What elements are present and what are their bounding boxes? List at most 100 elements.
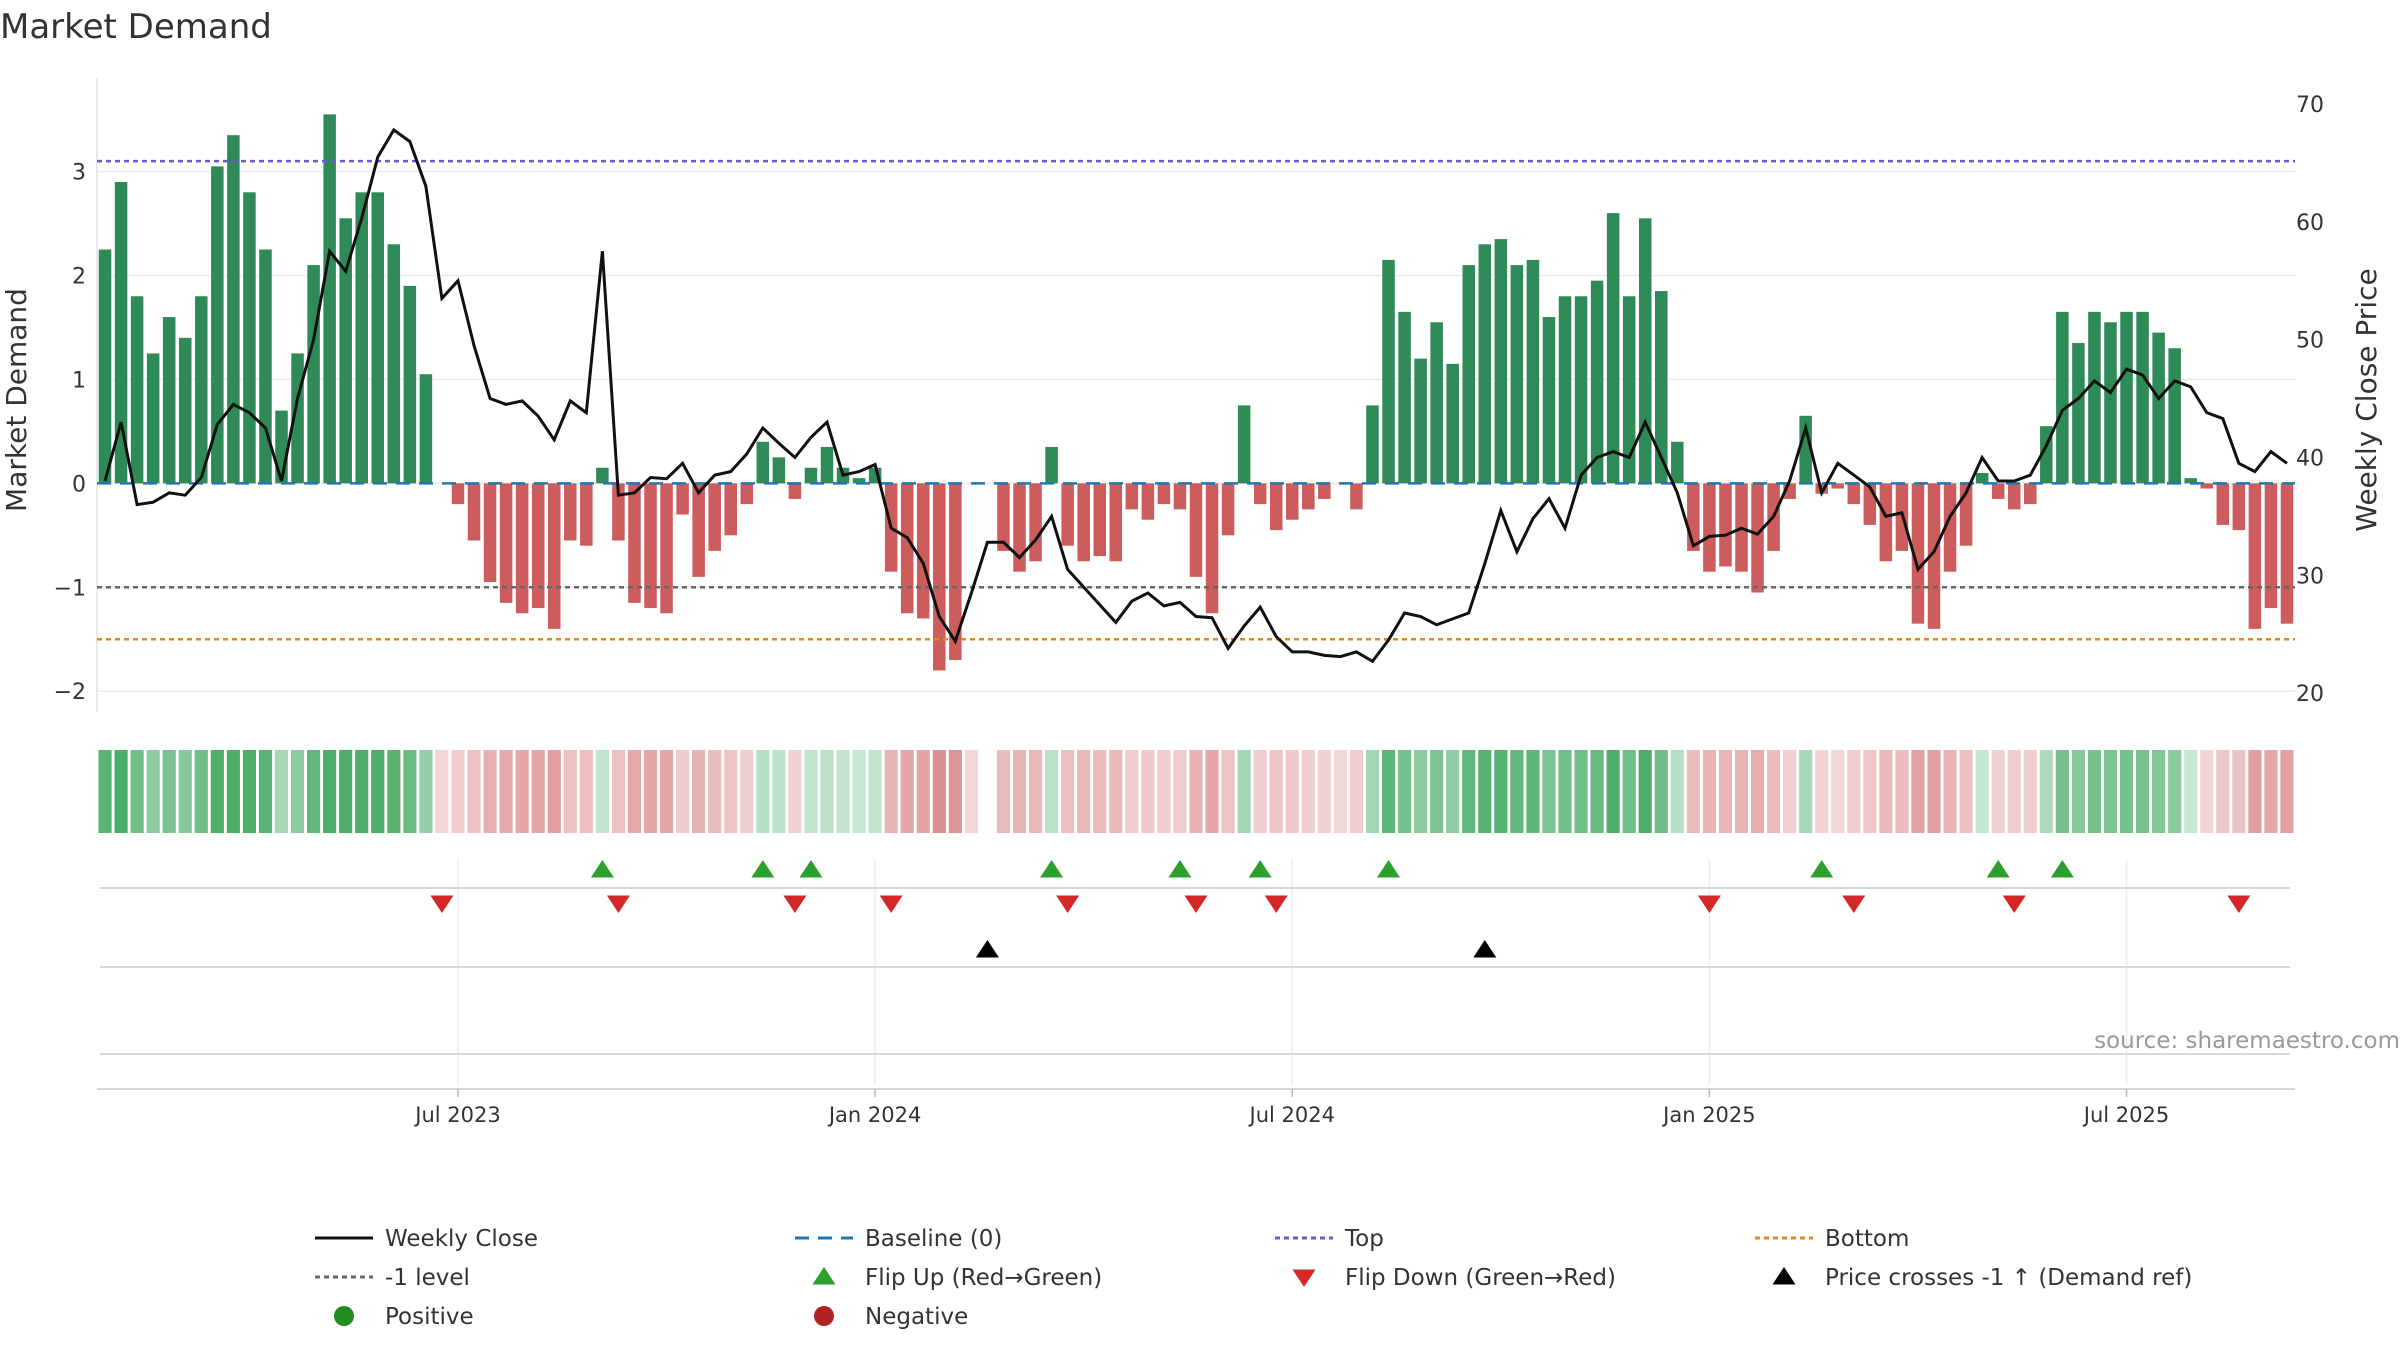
strip-cell: [852, 750, 866, 833]
negative-bar: [1927, 483, 1941, 629]
flip-down-marker: [1184, 895, 1208, 913]
negative-bar: [1125, 483, 1139, 510]
y-axis-right-label: Weekly Close Price: [2350, 268, 2383, 531]
strip-cell: [611, 750, 626, 833]
strip-cell: [772, 750, 786, 833]
strip-cell: [1462, 750, 1476, 833]
negative-bar: [628, 483, 641, 603]
positive-bar: [146, 353, 160, 484]
positive-bar: [1638, 218, 1652, 484]
negative-bar: [1302, 483, 1315, 510]
strip-cell: [756, 750, 770, 833]
strip-cell: [1301, 750, 1315, 833]
negative-bar: [1077, 483, 1090, 562]
flip-up-marker: [590, 860, 614, 878]
positive-bar: [243, 192, 256, 484]
negative-bar: [1318, 483, 1331, 499]
strip-cell: [643, 750, 658, 833]
positive-bar: [1671, 441, 1684, 484]
y-right-tick: 70: [2296, 93, 2324, 118]
strip-cell: [435, 750, 449, 833]
strip-cell: [1381, 750, 1396, 833]
positive-bar: [2120, 311, 2133, 484]
legend-swatch: [812, 1267, 836, 1285]
strip-cell: [1702, 750, 1716, 833]
strip-cell: [419, 750, 433, 833]
strip-cell: [1815, 750, 1829, 833]
negative-bar: [1269, 483, 1283, 531]
positive-bar: [114, 181, 128, 484]
positive-bar: [1606, 213, 1620, 484]
negative-bar: [1093, 483, 1106, 557]
legend-swatch: [334, 1306, 354, 1326]
positive-bar: [1398, 311, 1411, 484]
negative-bar: [2024, 483, 2037, 505]
negative-bar: [547, 483, 561, 629]
strip-cell: [676, 750, 690, 833]
strip-cell: [1397, 750, 1412, 833]
y-right-tick: 40: [2296, 446, 2324, 471]
strip-cell: [932, 750, 946, 833]
negative-bar: [708, 483, 721, 551]
negative-bar: [692, 483, 705, 577]
flip-up-marker: [1168, 860, 1192, 878]
strip-cell: [1317, 750, 1331, 833]
strip-cell: [1253, 750, 1267, 833]
strip-cell: [2264, 750, 2278, 833]
negative-bar: [740, 483, 754, 505]
source-note: source: sharemaestro.com: [2094, 1028, 2400, 1054]
strip-cell: [2119, 750, 2134, 833]
strip-cell: [1526, 750, 1540, 833]
negative-bar: [467, 483, 481, 541]
positive-bar: [371, 192, 385, 484]
positive-bar: [1975, 472, 1989, 484]
legend-label: Flip Up (Red→Green): [865, 1265, 1102, 1291]
negative-bar: [515, 483, 529, 614]
strip-cell: [1734, 750, 1749, 833]
flip-down-marker: [1264, 895, 1288, 913]
flip-up-marker: [1040, 860, 1064, 878]
negative-bar: [451, 483, 465, 505]
negative-bar: [1189, 483, 1203, 577]
positive-bar: [387, 244, 401, 484]
positive-bar: [339, 218, 352, 484]
negative-bar: [1013, 483, 1026, 572]
demand-heat-strip: [98, 750, 2294, 833]
strip-cell: [146, 750, 160, 833]
negative-bar: [949, 483, 962, 661]
strip-cell: [1750, 750, 1765, 833]
strip-cell: [242, 750, 256, 833]
negative-bar: [1943, 483, 1957, 572]
positive-bar: [130, 296, 144, 484]
positive-bar: [596, 467, 609, 484]
strip-cell: [1494, 750, 1508, 833]
strip-cell: [1430, 750, 1444, 833]
strip-cell: [403, 750, 417, 833]
positive-bar: [1366, 405, 1379, 484]
strip-cell: [1975, 750, 1989, 833]
strip-cell: [2248, 750, 2262, 833]
positive-bar: [1446, 363, 1459, 484]
y-axis-left-label: Market Demand: [0, 288, 33, 512]
strip-cell: [1879, 750, 1893, 833]
negative-bar: [1286, 483, 1299, 520]
flip-down-marker: [1842, 895, 1866, 913]
strip-cell: [1718, 750, 1733, 833]
positive-bar: [162, 317, 176, 484]
negative-bar: [1879, 483, 1893, 562]
negative-bar: [483, 483, 497, 583]
negative-bar: [499, 483, 513, 603]
strip-cell: [1606, 750, 1620, 833]
flip-down-marker: [2002, 895, 2026, 913]
strip-cell: [659, 750, 674, 833]
positive-bar: [756, 441, 770, 484]
positive-bar: [403, 285, 417, 484]
flip-up-marker: [2050, 860, 2074, 878]
positive-bar: [2088, 311, 2101, 484]
strip-cell: [2152, 750, 2166, 833]
negative-bar: [2280, 483, 2294, 624]
strip-cell: [1141, 750, 1155, 833]
negative-bar: [612, 483, 625, 541]
y-left-tick: 1: [72, 368, 86, 393]
strip-cell: [355, 750, 369, 833]
